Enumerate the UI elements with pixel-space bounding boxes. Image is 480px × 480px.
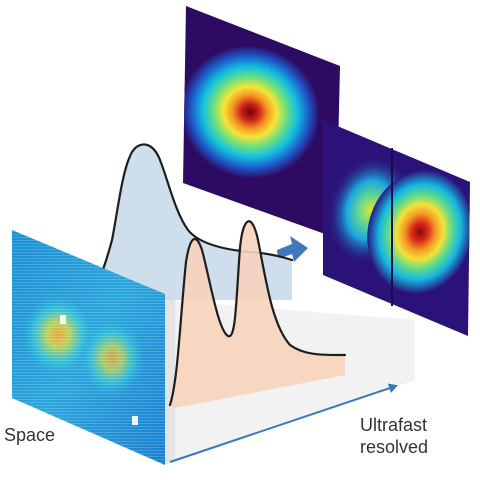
box-side-plane: [165, 294, 175, 465]
space-label: Space: [4, 425, 56, 445]
ultrafast-resolved-label: Ultrafast resolved: [360, 414, 428, 458]
ultrafast-label-line2: resolved: [360, 437, 429, 457]
top-intensity-panel: [183, 6, 340, 238]
right-intensity-panel: [323, 120, 470, 336]
double-peak-curve: [170, 221, 345, 408]
double-peak-curve-outline: [168, 220, 347, 407]
ultrafast-label-line1: Ultrafast: [360, 415, 428, 435]
arrow-right-icon: [277, 236, 308, 262]
ultrafast-axis: [169, 383, 398, 463]
